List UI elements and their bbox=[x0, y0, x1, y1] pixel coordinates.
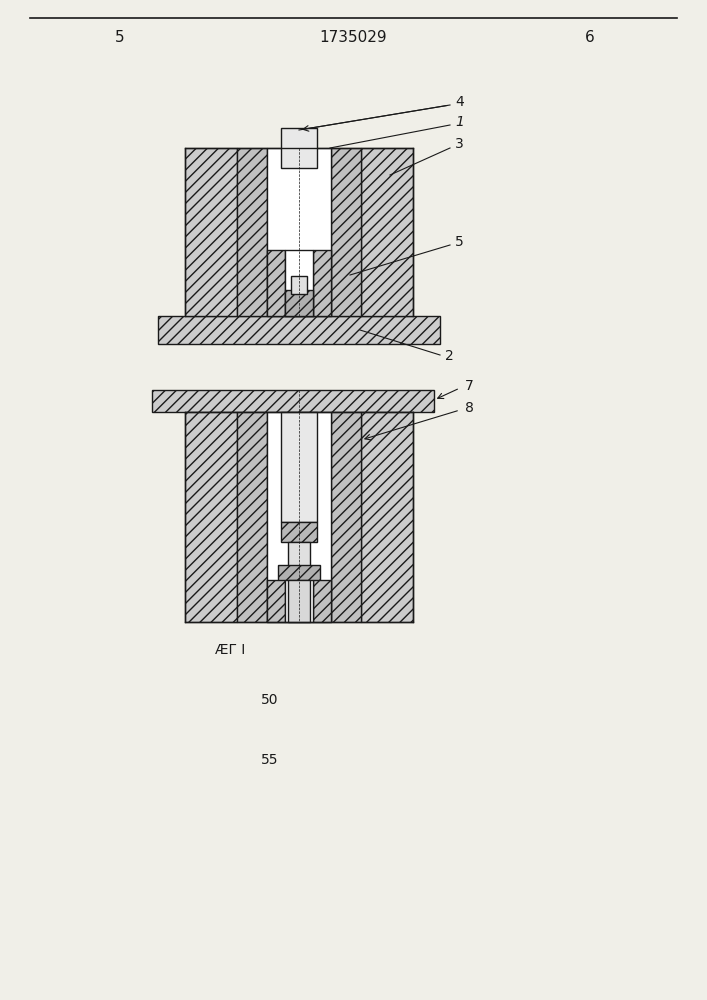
Polygon shape bbox=[313, 250, 331, 316]
Text: 7: 7 bbox=[465, 379, 474, 393]
Polygon shape bbox=[185, 148, 237, 316]
Polygon shape bbox=[285, 580, 313, 622]
Text: 50: 50 bbox=[262, 693, 279, 707]
Text: 55: 55 bbox=[262, 753, 279, 767]
Polygon shape bbox=[361, 148, 413, 316]
Polygon shape bbox=[237, 148, 267, 316]
Text: ӔГ I: ӔГ I bbox=[215, 643, 245, 657]
Polygon shape bbox=[267, 148, 331, 316]
Text: 8: 8 bbox=[465, 401, 474, 415]
Polygon shape bbox=[158, 316, 440, 344]
Polygon shape bbox=[267, 580, 285, 622]
Text: 6: 6 bbox=[585, 30, 595, 45]
Polygon shape bbox=[291, 276, 307, 294]
Polygon shape bbox=[278, 565, 320, 583]
Polygon shape bbox=[152, 390, 434, 412]
Polygon shape bbox=[281, 412, 317, 522]
Polygon shape bbox=[237, 412, 267, 622]
Text: 5: 5 bbox=[115, 30, 125, 45]
Polygon shape bbox=[313, 580, 331, 622]
Text: 1735029: 1735029 bbox=[319, 30, 387, 45]
Text: 4: 4 bbox=[455, 95, 464, 109]
Polygon shape bbox=[288, 580, 310, 622]
Text: 2: 2 bbox=[445, 349, 454, 363]
Polygon shape bbox=[185, 412, 237, 622]
Polygon shape bbox=[361, 412, 413, 622]
Polygon shape bbox=[267, 250, 285, 316]
Polygon shape bbox=[285, 250, 313, 316]
Text: 3: 3 bbox=[455, 137, 464, 151]
Polygon shape bbox=[331, 148, 361, 316]
Polygon shape bbox=[281, 128, 317, 168]
Polygon shape bbox=[285, 290, 313, 316]
Text: 5: 5 bbox=[455, 235, 464, 249]
Polygon shape bbox=[281, 522, 317, 542]
Polygon shape bbox=[288, 542, 310, 570]
Polygon shape bbox=[267, 412, 331, 622]
Text: 1: 1 bbox=[455, 115, 464, 129]
Polygon shape bbox=[331, 412, 361, 622]
